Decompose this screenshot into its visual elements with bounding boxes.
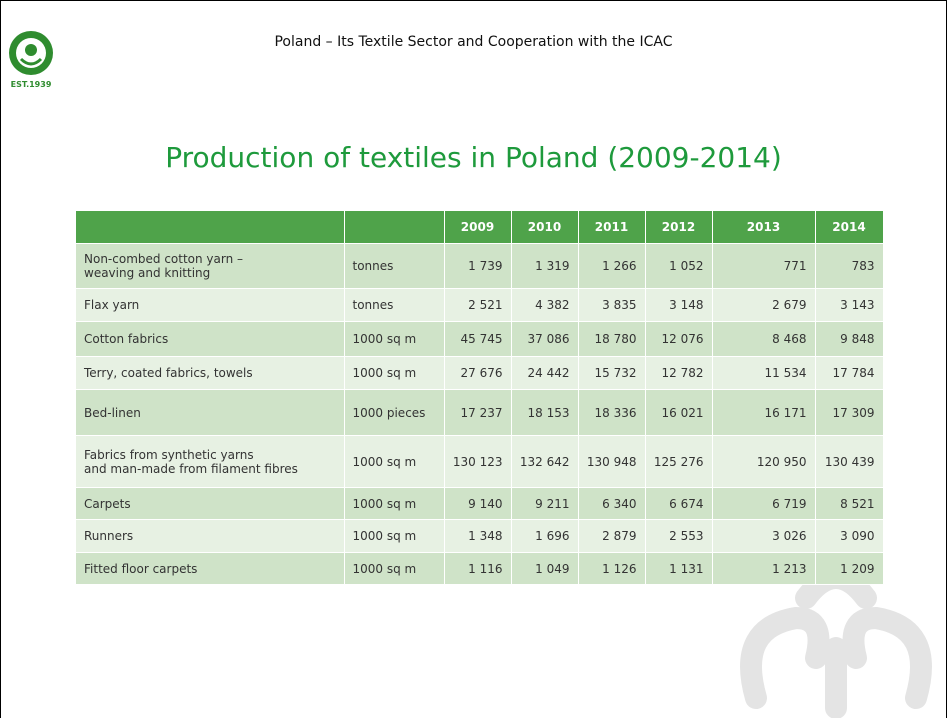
value: 125 276 bbox=[645, 435, 713, 488]
column-header bbox=[76, 211, 345, 244]
value: 1 049 bbox=[511, 552, 579, 585]
value: 130 948 bbox=[578, 435, 646, 488]
value: 9 848 bbox=[815, 321, 884, 357]
value: 16 021 bbox=[645, 389, 713, 436]
value: 1 126 bbox=[578, 552, 646, 585]
value: 783 bbox=[815, 243, 884, 289]
header-title: Poland – Its Textile Sector and Cooperat… bbox=[274, 34, 673, 50]
value: 6 340 bbox=[578, 487, 646, 520]
value: 18 336 bbox=[578, 389, 646, 436]
value: 771 bbox=[712, 243, 816, 289]
value: 24 442 bbox=[511, 356, 579, 390]
value: 130 439 bbox=[815, 435, 884, 488]
value: 1 319 bbox=[511, 243, 579, 289]
production-table: 2009 2010 2011 2012 2013 2014 Non-combed cott… bbox=[76, 211, 884, 585]
row-label: Runners bbox=[76, 519, 345, 553]
value: 1 116 bbox=[444, 552, 512, 585]
table-row: Non-combed cotton yarn – weaving and kni… bbox=[76, 243, 884, 289]
table-row: Terry, coated fabrics, towels 1000 sq m 27… bbox=[76, 356, 884, 390]
value: 130 123 bbox=[444, 435, 512, 488]
row-label: Fabrics from synthetic yarns and man-mad… bbox=[76, 435, 345, 488]
row-label: Carpets bbox=[76, 487, 345, 520]
row-label: Bed-linen bbox=[76, 389, 345, 436]
value: 17 309 bbox=[815, 389, 884, 436]
value: 1 052 bbox=[645, 243, 713, 289]
table-row: Cotton fabrics 1000 sq m 45 745 37 086 18 78… bbox=[76, 321, 884, 357]
value: 12 076 bbox=[645, 321, 713, 357]
logo: EST.1939 bbox=[9, 31, 53, 89]
value: 3 835 bbox=[578, 288, 646, 322]
unit: 1000 sq m bbox=[344, 519, 445, 553]
unit: 1000 pieces bbox=[344, 389, 445, 436]
value: 8 521 bbox=[815, 487, 884, 520]
value: 17 237 bbox=[444, 389, 512, 436]
column-header: 2012 bbox=[645, 211, 713, 244]
value: 11 534 bbox=[712, 356, 816, 390]
logo-text: EST.1939 bbox=[11, 80, 52, 89]
value: 132 642 bbox=[511, 435, 579, 488]
value: 15 732 bbox=[578, 356, 646, 390]
unit: tonnes bbox=[344, 243, 445, 289]
value: 3 148 bbox=[645, 288, 713, 322]
unit: 1000 sq m bbox=[344, 552, 445, 585]
value: 8 468 bbox=[712, 321, 816, 357]
column-header: 2010 bbox=[511, 211, 579, 244]
column-header bbox=[344, 211, 445, 244]
column-header: 2013 bbox=[712, 211, 816, 244]
value: 9 140 bbox=[444, 487, 512, 520]
column-header: 2014 bbox=[815, 211, 884, 244]
column-header: 2009 bbox=[444, 211, 512, 244]
value: 3 143 bbox=[815, 288, 884, 322]
row-label: Fitted floor carpets bbox=[76, 552, 345, 585]
unit: 1000 sq m bbox=[344, 435, 445, 488]
value: 1 348 bbox=[444, 519, 512, 553]
value: 120 950 bbox=[712, 435, 816, 488]
value: 1 213 bbox=[712, 552, 816, 585]
value: 18 780 bbox=[578, 321, 646, 357]
row-label: Cotton fabrics bbox=[76, 321, 345, 357]
value: 2 879 bbox=[578, 519, 646, 553]
unit: 1000 sq m bbox=[344, 487, 445, 520]
value: 2 553 bbox=[645, 519, 713, 553]
column-header: 2011 bbox=[578, 211, 646, 244]
value: 4 382 bbox=[511, 288, 579, 322]
value: 6 674 bbox=[645, 487, 713, 520]
value: 3 090 bbox=[815, 519, 884, 553]
value: 1 696 bbox=[511, 519, 579, 553]
value: 1 739 bbox=[444, 243, 512, 289]
header-row: 2009 2010 2011 2012 2013 2014 bbox=[76, 211, 884, 244]
value: 9 211 bbox=[511, 487, 579, 520]
value: 45 745 bbox=[444, 321, 512, 357]
table-row: Fabrics from synthetic yarns and man-mad… bbox=[76, 435, 884, 488]
value: 16 171 bbox=[712, 389, 816, 436]
table-row: Bed-linen 1000 pieces 17 237 18 153 18 336 16… bbox=[76, 389, 884, 436]
value: 12 782 bbox=[645, 356, 713, 390]
value: 37 086 bbox=[511, 321, 579, 357]
value: 2 521 bbox=[444, 288, 512, 322]
value: 1 131 bbox=[645, 552, 713, 585]
value: 6 719 bbox=[712, 487, 816, 520]
value: 3 026 bbox=[712, 519, 816, 553]
value: 17 784 bbox=[815, 356, 884, 390]
unit: 1000 sq m bbox=[344, 356, 445, 390]
value: 18 153 bbox=[511, 389, 579, 436]
value: 2 679 bbox=[712, 288, 816, 322]
row-label: Non-combed cotton yarn – weaving and kni… bbox=[76, 243, 345, 289]
row-label: Flax yarn bbox=[76, 288, 345, 322]
value: 1 266 bbox=[578, 243, 646, 289]
value: 27 676 bbox=[444, 356, 512, 390]
unit: tonnes bbox=[344, 288, 445, 322]
row-label: Terry, coated fabrics, towels bbox=[76, 356, 345, 390]
table-row: Flax yarn tonnes 2 521 4 382 3 835 3 148 2 679… bbox=[76, 288, 884, 322]
slide-title: Production of textiles in Poland (2009-2… bbox=[165, 141, 782, 174]
unit: 1000 sq m bbox=[344, 321, 445, 357]
value: 1 209 bbox=[815, 552, 884, 585]
